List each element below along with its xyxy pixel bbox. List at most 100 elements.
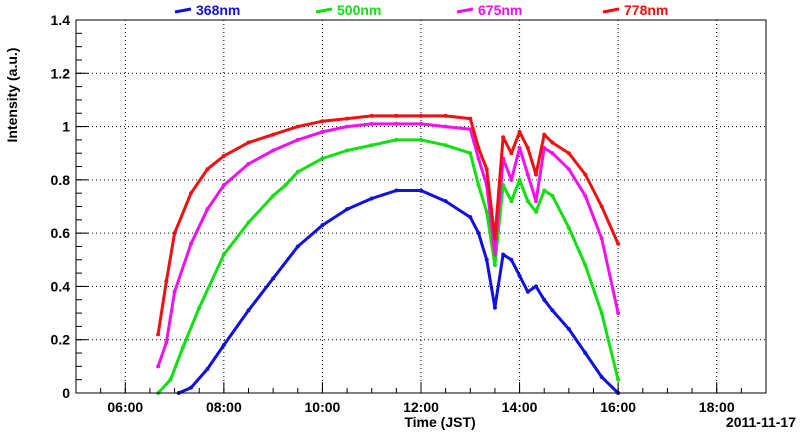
data-point-500nm	[517, 177, 522, 182]
data-point-675nm	[189, 241, 193, 246]
series-778nm	[156, 113, 621, 337]
data-point-500nm	[525, 199, 530, 204]
data-point-368nm	[534, 284, 538, 289]
data-point-675nm	[164, 340, 169, 345]
data-point-500nm	[180, 345, 185, 350]
data-point-778nm	[172, 231, 177, 236]
data-point-368nm	[484, 257, 489, 262]
data-point-675nm	[205, 207, 210, 212]
data-point-778nm	[320, 119, 325, 124]
data-point-675nm	[468, 127, 473, 132]
x-tick-label: 06:00	[107, 399, 143, 415]
data-point-778nm	[525, 145, 530, 150]
y-tick-label: 0	[62, 385, 70, 401]
data-point-368nm	[295, 244, 300, 249]
legend-label-778nm: 778nm	[624, 2, 668, 18]
data-point-675nm	[517, 145, 522, 150]
x-axis-label: Time (JST)	[404, 414, 475, 430]
data-point-500nm	[283, 183, 288, 188]
legend-marker-778nm	[602, 7, 620, 14]
data-point-368nm	[394, 188, 399, 193]
data-point-675nm	[295, 137, 300, 142]
data-point-368nm	[419, 188, 423, 193]
data-point-675nm	[443, 124, 448, 129]
series-500nm	[156, 137, 621, 395]
data-point-778nm	[394, 113, 399, 118]
series-line-368nm	[178, 189, 620, 395]
data-point-778nm	[616, 241, 621, 246]
legend-marker-675nm	[456, 7, 474, 14]
data-point-778nm	[542, 132, 547, 137]
data-point-368nm	[221, 343, 226, 348]
data-point-500nm	[197, 305, 202, 310]
data-point-778nm	[468, 116, 473, 121]
data-point-500nm	[468, 151, 473, 156]
data-point-675nm	[172, 289, 177, 294]
data-point-500nm	[369, 143, 374, 148]
data-point-675nm	[221, 183, 226, 188]
y-tick-label: 1.4	[51, 12, 71, 28]
data-point-778nm	[509, 151, 514, 156]
y-tick-label: 0.8	[51, 172, 71, 188]
y-tick-label: 0.6	[51, 225, 71, 241]
y-axis-label: Intensity (a.u.)	[4, 48, 20, 143]
data-point-778nm	[419, 113, 423, 118]
data-point-500nm	[509, 199, 514, 204]
x-tick-label: 12:00	[403, 399, 439, 415]
data-point-500nm	[599, 311, 604, 316]
y-tick-label: 0.2	[51, 332, 71, 348]
data-point-500nm	[419, 137, 423, 142]
legend-label-675nm: 675nm	[478, 2, 522, 18]
data-point-675nm	[394, 121, 399, 126]
data-point-675nm	[534, 199, 538, 204]
data-point-368nm	[205, 367, 210, 372]
data-point-778nm	[517, 129, 522, 134]
data-point-368nm	[468, 215, 473, 220]
data-point-675nm	[583, 193, 588, 198]
data-point-368nm	[492, 305, 497, 310]
data-point-778nm	[484, 167, 489, 172]
data-point-675nm	[509, 177, 514, 182]
data-point-675nm	[616, 311, 621, 316]
data-point-500nm	[550, 193, 555, 198]
data-point-368nm	[476, 231, 481, 236]
data-point-778nm	[189, 191, 193, 196]
data-point-500nm	[271, 193, 276, 198]
data-point-500nm	[484, 209, 489, 214]
data-point-368nm	[550, 308, 555, 313]
data-point-778nm	[156, 332, 161, 337]
x-tick-label: 16:00	[600, 399, 636, 415]
data-point-368nm	[509, 257, 514, 262]
data-point-500nm	[295, 169, 300, 174]
data-point-368nm	[599, 375, 604, 380]
legend-label-500nm: 500nm	[337, 2, 381, 18]
data-point-500nm	[616, 377, 621, 382]
data-point-500nm	[492, 263, 497, 268]
data-point-368nm	[189, 385, 193, 390]
data-point-368nm	[345, 207, 350, 212]
data-point-675nm	[345, 124, 350, 129]
data-point-778nm	[443, 113, 448, 118]
data-point-500nm	[476, 183, 481, 188]
plot-frame	[75, 19, 767, 394]
data-point-675nm	[476, 156, 481, 161]
data-point-500nm	[168, 377, 173, 382]
data-point-675nm	[320, 129, 325, 134]
data-point-368nm	[246, 308, 251, 313]
data-point-778nm	[501, 135, 506, 140]
data-point-675nm	[156, 364, 161, 369]
x-tick-label: 18:00	[699, 399, 735, 415]
data-point-778nm	[476, 145, 481, 150]
data-point-500nm	[443, 143, 448, 148]
data-point-778nm	[599, 204, 604, 209]
axes-layer: 06:00 08:00 10:00 12:00 14:00 16:00 18:00 0 0.2 0…	[51, 12, 767, 415]
x-tick-label: 08:00	[206, 399, 242, 415]
data-point-500nm	[320, 156, 325, 161]
data-point-368nm	[566, 327, 571, 332]
data-point-500nm	[221, 252, 226, 257]
data-point-675nm	[492, 252, 497, 257]
data-point-675nm	[525, 172, 530, 177]
data-point-778nm	[492, 236, 497, 241]
data-point-778nm	[345, 116, 350, 121]
data-point-368nm	[443, 199, 448, 204]
